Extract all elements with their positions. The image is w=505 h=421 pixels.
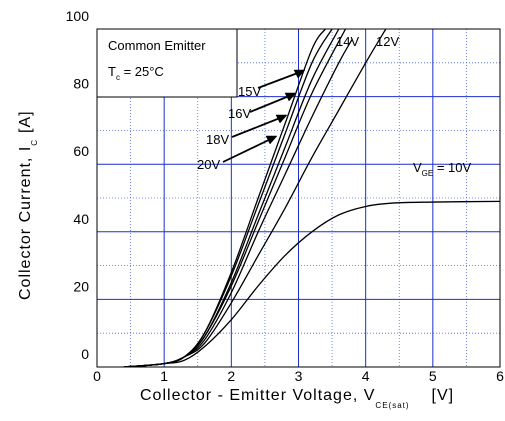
label-18v: 18V <box>206 132 229 147</box>
legend-box <box>96 28 238 98</box>
x-tick-label: 3 <box>295 368 303 384</box>
legend-line2: Tc = 25°C <box>108 64 164 82</box>
y-tick-label: 40 <box>73 211 89 227</box>
label-12v: 12V <box>376 34 399 49</box>
arrowhead-20v <box>265 135 278 145</box>
label-16v: 16V <box>228 106 251 121</box>
series-10v-line <box>123 200 500 367</box>
x-tick-label: 0 <box>93 368 101 384</box>
label-vge-10v: VGE = 10V <box>413 160 472 178</box>
arrowhead-18v <box>275 114 288 124</box>
y-tick-label: 100 <box>66 8 90 24</box>
y-axis-label: Collector Current, IC[A] <box>17 110 39 300</box>
plot-frame <box>96 28 501 368</box>
arrowhead-16v <box>284 92 297 102</box>
annotations: 15V 16V 18V 20V 14V 12V VGE = 10V <box>197 34 472 178</box>
arrowhead-15v <box>293 69 306 79</box>
label-14v: 14V <box>336 34 359 49</box>
y-tick-label: 80 <box>73 76 89 92</box>
arrow-18v <box>231 115 286 138</box>
arrow-15v <box>257 70 304 89</box>
arrow-20v <box>222 136 276 163</box>
y-tick-label: 0 <box>81 346 89 362</box>
x-axis-label: Collector - Emitter Voltage, VCE(sat)[V] <box>140 387 454 410</box>
series-12v-line <box>123 29 387 367</box>
arrow-16v <box>249 93 295 113</box>
x-tick-labels: 0 1 2 3 4 5 6 <box>93 368 504 384</box>
x-tick-label: 1 <box>160 368 168 384</box>
grid <box>97 29 500 367</box>
x-tick-label: 6 <box>496 368 504 384</box>
x-tick-label: 4 <box>362 368 370 384</box>
x-tick-label: 5 <box>429 368 437 384</box>
y-tick-label: 60 <box>73 143 89 159</box>
y-tick-label: 20 <box>73 278 89 294</box>
x-tick-label: 2 <box>227 368 235 384</box>
legend-line1: Common Emitter <box>108 38 206 53</box>
label-15v: 15V <box>238 84 261 99</box>
y-tick-labels: 0 20 40 60 80 100 <box>66 8 90 362</box>
label-20v: 20V <box>197 157 220 172</box>
